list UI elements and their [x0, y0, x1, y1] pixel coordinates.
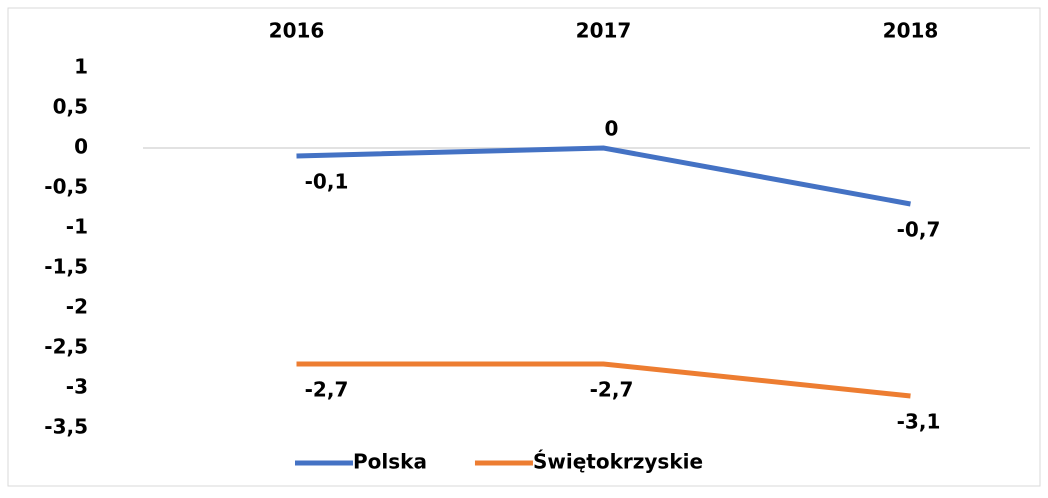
series-line — [296, 145, 911, 207]
y-tick-label: -0,5 — [44, 175, 88, 199]
x-tick-label: 2016 — [269, 19, 325, 43]
y-tick-label: -2,5 — [44, 335, 88, 359]
y-tick-label: -3 — [66, 375, 88, 399]
chart-frame — [7, 7, 1041, 487]
y-tick-label: -3,5 — [44, 415, 88, 439]
y-tick-label: -2 — [66, 295, 88, 319]
y-tick-label: 0 — [74, 135, 88, 159]
series-line — [296, 361, 911, 399]
data-label: -0,7 — [897, 218, 941, 242]
data-label: -2,7 — [305, 378, 349, 402]
data-label: -2,7 — [590, 378, 634, 402]
data-label: -3,1 — [897, 410, 941, 434]
data-label: 0 — [605, 117, 619, 141]
legend-label: Świętokrzyskie — [533, 450, 703, 474]
y-tick-label: 1 — [74, 55, 88, 79]
y-tick-label: 0,5 — [53, 95, 88, 119]
x-tick-label: 2017 — [576, 19, 632, 43]
legend-label: Polska — [353, 450, 427, 474]
y-tick-label: -1 — [66, 215, 88, 239]
data-label: -0,1 — [305, 170, 349, 194]
y-tick-label: -1,5 — [44, 255, 88, 279]
x-tick-label: 2018 — [883, 19, 939, 43]
